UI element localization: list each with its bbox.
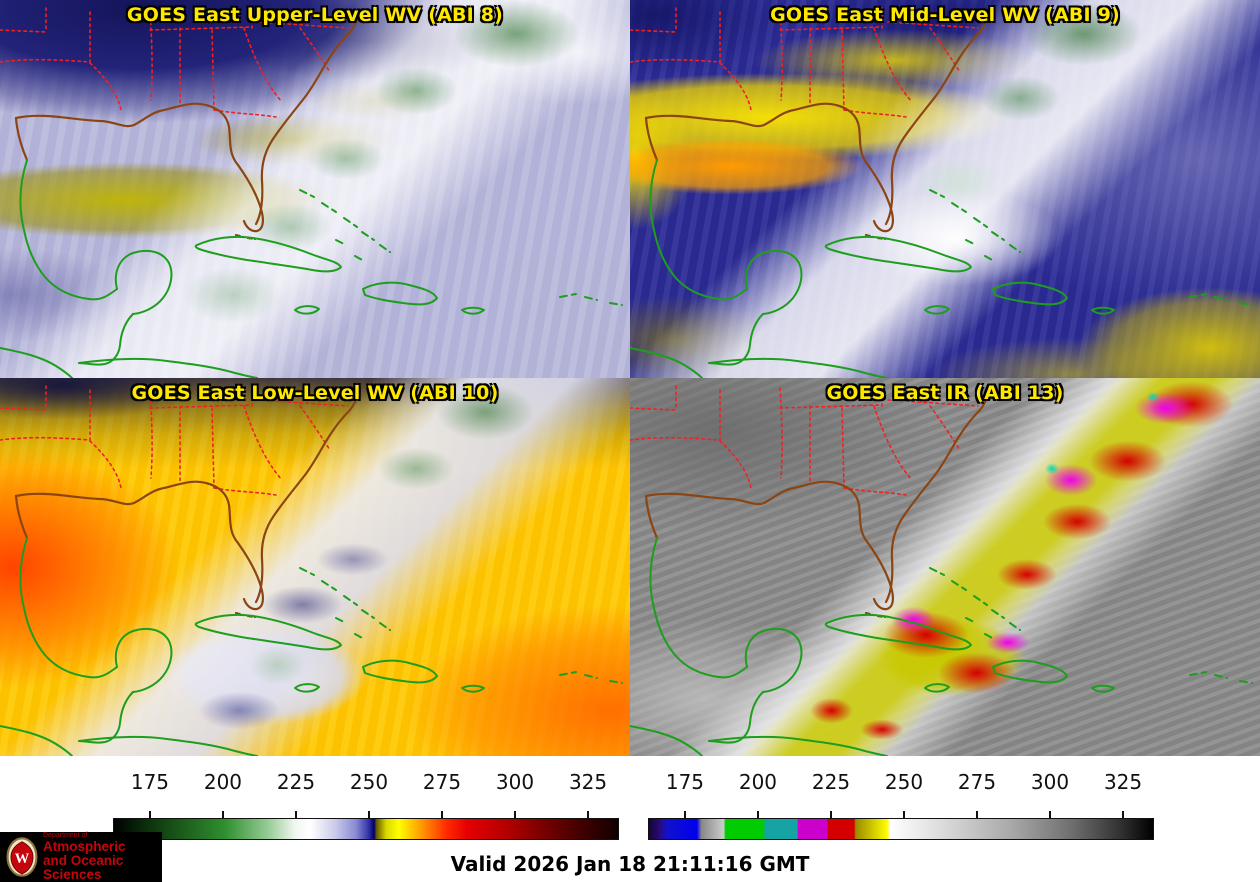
ir-imagery [630,378,1260,756]
panel-title: GOES East IR (ABI 13) [826,382,1064,404]
colorbar-tick-label: 300 [495,770,535,794]
uw-crest-icon: W [6,837,38,877]
colorbar-tick-label: 175 [130,770,170,794]
panel-title: GOES East Mid-Level WV (ABI 9) [770,4,1120,26]
logo-line-2: and Oceanic Sciences [43,853,124,882]
colorbar-tick-label: 250 [884,770,924,794]
colorbar-tick [1122,811,1125,818]
panel-title: GOES East Low-Level WV (ABI 10) [131,382,499,404]
colorbar-tick [367,811,370,818]
colorbar-tick [683,811,686,818]
colorbar-tick-label: 275 [957,770,997,794]
colorbar-tick [756,811,759,818]
colorbar-tick-label: 200 [738,770,778,794]
colorbar-tick [829,811,832,818]
valid-timestamp: Valid 2026 Jan 18 21:11:16 GMT [450,852,810,876]
ir-colorbar: 175 200 225 250 275 300 325 [648,770,1154,840]
colorbar-tick-label: 225 [811,770,851,794]
colorbar-tick [902,811,905,818]
mid-level-wv-imagery [630,0,1260,378]
colorbar-tick [1049,811,1052,818]
satellite-panel-grid: GOES East Upper-Level WV (ABI 8) GOES Ea… [0,0,1260,756]
colorbar-tick-label: 325 [1103,770,1143,794]
uw-aos-logo: W Department of Atmospheric and Oceanic … [0,832,162,882]
colorbar-tick-label: 250 [349,770,389,794]
colorbar-tick-label: 275 [422,770,462,794]
wv-colorbar: 175 200 225 250 275 300 325 [113,770,619,840]
colorbar-tick-label: 300 [1030,770,1070,794]
ir-colorbar-gradient [648,818,1154,840]
colorbar-tick [294,811,297,818]
uw-monogram: W [15,851,30,867]
logo-line-1: Atmospheric [43,838,126,854]
colorbar-tick-label: 200 [203,770,243,794]
colorbar-tick [441,811,443,818]
colorbar-tick [976,811,978,818]
colorbar-tick [587,811,590,818]
wv-colorbar-gradient [113,818,619,840]
panel-title: GOES East Upper-Level WV (ABI 8) [126,4,504,26]
logo-dept-line: Department of [43,831,88,839]
colorbar-tick-label: 175 [665,770,705,794]
low-level-wv-imagery [0,378,630,756]
panel-mid-level-wv: GOES East Mid-Level WV (ABI 9) [630,0,1260,378]
panel-upper-level-wv: GOES East Upper-Level WV (ABI 8) [0,0,630,378]
colorbar-tick [514,811,517,818]
colorbar-tick [148,811,151,818]
colorbar-tick-label: 225 [276,770,316,794]
colorbar-tick-label: 325 [568,770,608,794]
upper-level-wv-imagery [0,0,630,378]
footer: 175 200 225 250 275 300 325 175 200 225 … [0,756,1260,882]
colorbar-tick [221,811,224,818]
logo-text: Department of Atmospheric and Oceanic Sc… [43,832,162,882]
panel-low-level-wv: GOES East Low-Level WV (ABI 10) [0,378,630,756]
panel-ir: GOES East IR (ABI 13) [630,378,1260,756]
